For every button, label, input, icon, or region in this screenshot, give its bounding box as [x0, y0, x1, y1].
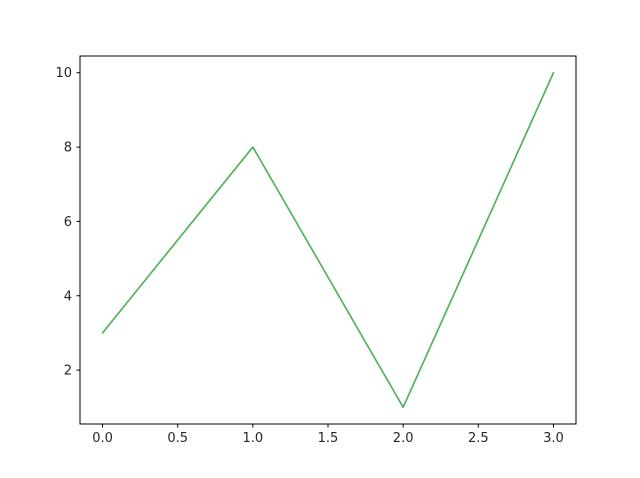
x-tick-label: 1.0	[243, 431, 264, 446]
x-tick-label: 1.5	[318, 431, 339, 446]
x-tick-label: 0.0	[92, 431, 113, 446]
x-tick-label: 2.5	[468, 431, 489, 446]
data-line-series-1	[101, 71, 555, 409]
y-tick-label: 10	[55, 66, 72, 81]
y-tick-label: 8	[64, 141, 72, 156]
y-tick-label: 4	[64, 289, 72, 304]
x-tick-label: 0.5	[167, 431, 188, 446]
x-tick-label: 3.0	[543, 431, 564, 446]
x-tick-label: 2.0	[393, 431, 414, 446]
y-tick-label: 6	[64, 215, 72, 230]
y-tick-label: 2	[64, 364, 72, 379]
axes-spines	[79, 55, 577, 425]
